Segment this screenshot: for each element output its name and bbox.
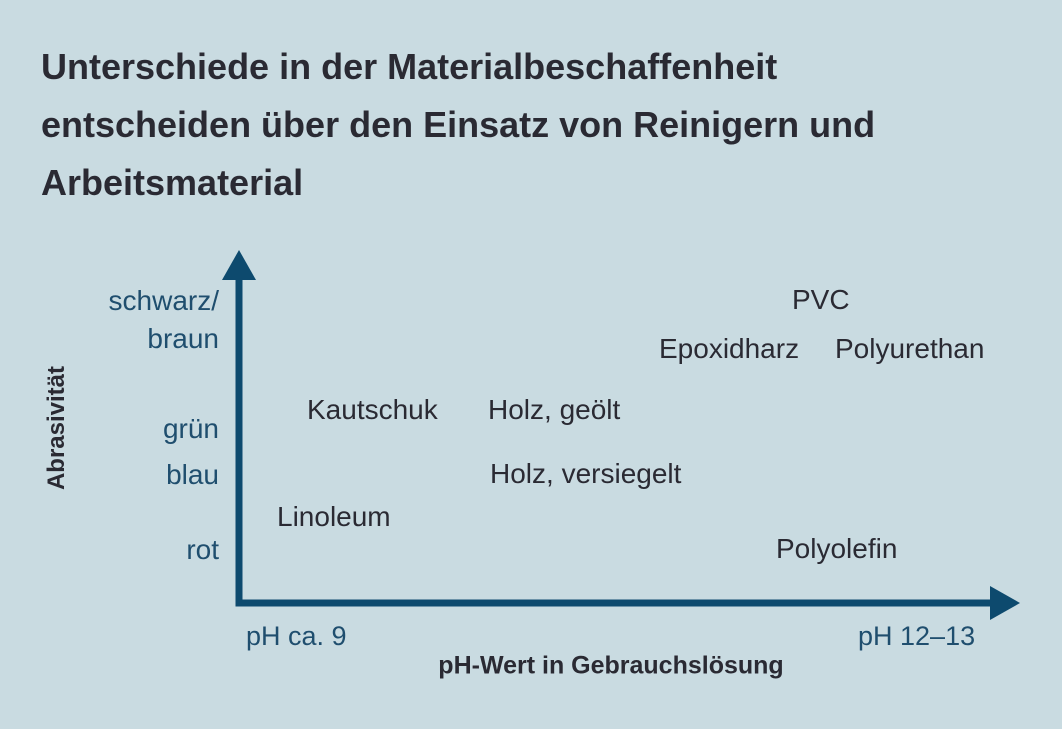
y-label-schwarz: schwarz/ bbox=[108, 285, 219, 316]
material-linoleum: Linoleum bbox=[277, 501, 391, 532]
material-holz-geoelt: Holz, geölt bbox=[488, 394, 621, 425]
y-axis-title: Abrasivität bbox=[43, 365, 70, 491]
material-kautschuk: Kautschuk bbox=[307, 394, 438, 425]
title-line-2: entscheiden über den Einsatz von Reinige… bbox=[41, 104, 876, 145]
material-polyurethan: Polyurethan bbox=[835, 333, 985, 364]
y-axis-arrowhead bbox=[222, 250, 256, 280]
y-label-blau: blau bbox=[166, 459, 219, 490]
x-label-min: pH ca. 9 bbox=[246, 621, 347, 651]
material-epoxidharz: Epoxidharz bbox=[659, 333, 800, 364]
title-line-3: Arbeitsmaterial bbox=[41, 162, 304, 203]
title-line-1: Unterschiede in der Materialbeschaffenhe… bbox=[41, 46, 778, 87]
x-axis-arrowhead bbox=[990, 586, 1020, 620]
y-label-rot: rot bbox=[186, 534, 219, 565]
y-label-braun: braun bbox=[147, 323, 219, 354]
x-axis-title: pH-Wert in Gebrauchslösung bbox=[438, 651, 784, 680]
material-polyolefin: Polyolefin bbox=[776, 533, 898, 564]
diagram-title: Unterschiede in der Materialbeschaffenhe… bbox=[41, 38, 1001, 212]
x-label-max: pH 12–13 bbox=[858, 621, 976, 651]
material-holz-versiegelt: Holz, versiegelt bbox=[490, 458, 682, 489]
y-label-schwarz-braun: schwarz/ braun bbox=[109, 282, 219, 358]
material-pvc: PVC bbox=[792, 284, 850, 315]
y-label-gruen: grün bbox=[162, 413, 219, 444]
